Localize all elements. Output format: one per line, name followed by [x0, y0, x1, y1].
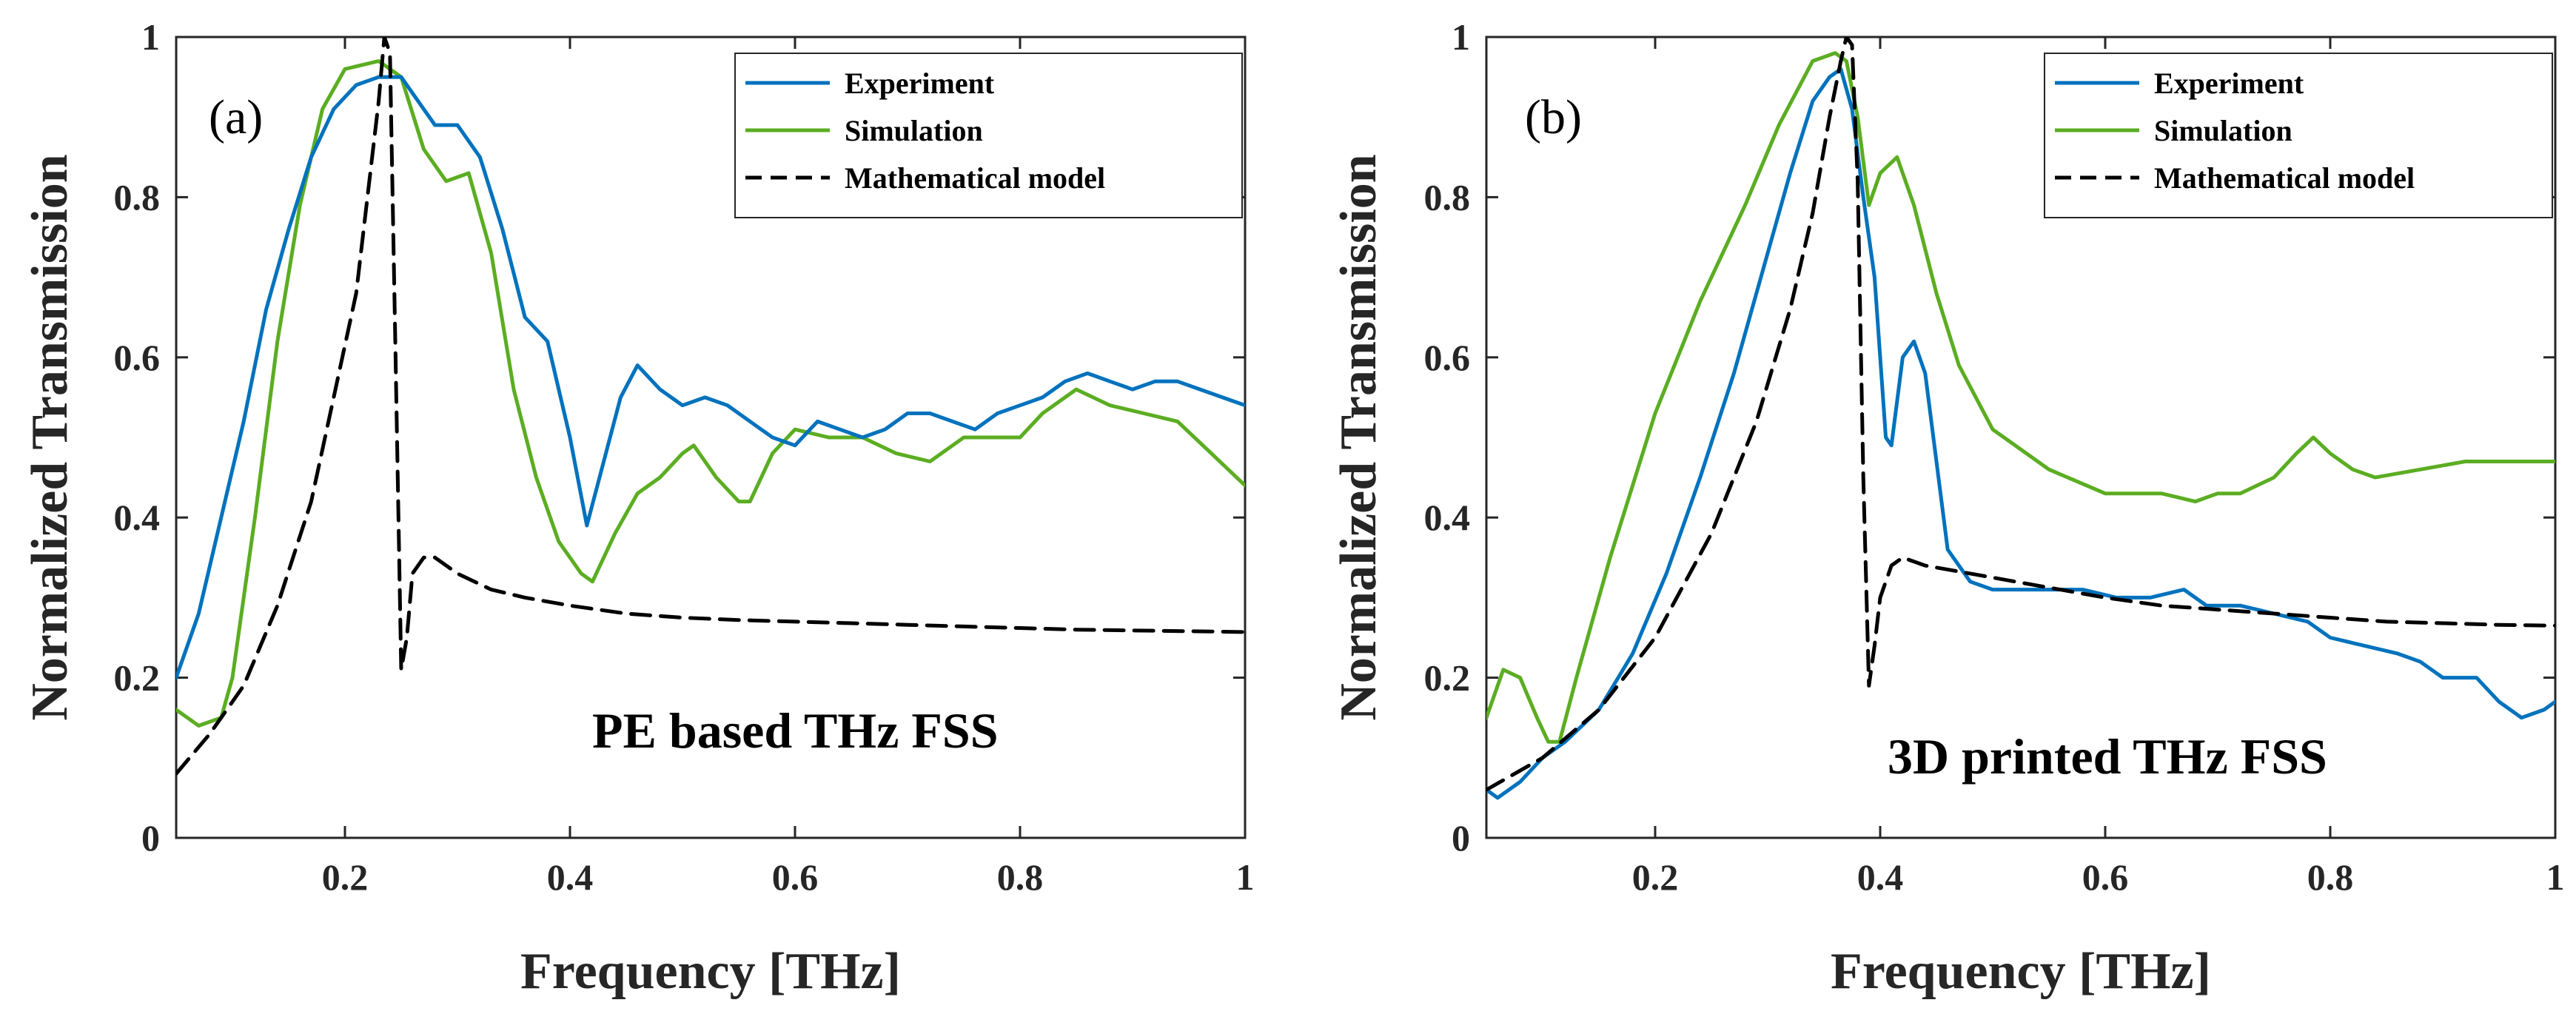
legend-label: Experiment	[845, 67, 995, 100]
legend: Experiment Simulation Mathematical model	[734, 53, 1243, 218]
x-tick-label: 0.6	[2082, 856, 2129, 898]
y-tick-label: 0	[141, 817, 160, 859]
legend-label: Mathematical model	[2154, 161, 2415, 195]
y-tick-label: 0	[1452, 817, 1470, 859]
legend: Experiment Simulation Mathematical model	[2044, 53, 2553, 218]
x-tick-label: 0.4	[1857, 856, 1904, 898]
y-tick-label: 1	[141, 16, 160, 58]
series-line-simulation	[1486, 51, 2555, 744]
x-tick-label: 0.8	[997, 856, 1044, 898]
x-axis-label: Frequency [THz]	[1831, 943, 2211, 1000]
chart-annotation: PE based THz FSS	[592, 702, 999, 759]
x-tick-label: 0.8	[2307, 856, 2354, 898]
y-tick-label: 0.8	[1424, 176, 1471, 218]
y-tick-label: 0.8	[114, 176, 161, 218]
y-tick-label: 0.6	[114, 337, 161, 378]
y-tick-label: 0.6	[1424, 337, 1471, 378]
y-tick-label: 0.4	[114, 497, 161, 538]
chart-annotation: 3D printed THz FSS	[1888, 728, 2327, 785]
legend-label: Simulation	[845, 114, 983, 147]
x-tick-label: 0.4	[547, 856, 594, 898]
y-tick-label: 0.2	[1424, 657, 1471, 699]
series-line-experiment	[1486, 67, 2555, 800]
y-axis-label: Normalized Transmission	[1330, 154, 1387, 721]
chart-panel-a: 0.2 0.4 0.6 0.8 1 0 0.2 0.4 0.6 0.8 1 Frequency [TH…	[21, 16, 1255, 1000]
x-axis-label: Frequency [THz]	[520, 943, 901, 1000]
x-tick-label: 0.2	[1632, 856, 1679, 898]
y-tick-label: 1	[1452, 16, 1470, 58]
series-line-mathematical-model	[176, 37, 1245, 776]
chart-panel-b: 0.2 0.4 0.6 0.8 1 0 0.2 0.4 0.6 0.8 1 Frequency [TH…	[1330, 16, 2565, 1000]
series-line-mathematical-model	[1486, 37, 2555, 792]
y-tick-label: 0.4	[1424, 497, 1471, 538]
legend-label: Simulation	[2154, 114, 2292, 147]
panel-label: (a)	[209, 90, 263, 144]
panel-label: (b)	[1525, 90, 1582, 144]
y-axis-label: Normalized Transmission	[21, 154, 78, 721]
x-tick-label: 0.2	[322, 856, 369, 898]
series-line-experiment	[176, 75, 1245, 680]
legend-box	[2044, 53, 2553, 218]
series-line-simulation	[176, 59, 1245, 728]
y-tick-label: 0.2	[114, 657, 161, 699]
legend-label: Mathematical model	[845, 161, 1105, 195]
x-tick-label: 0.6	[772, 856, 819, 898]
x-tick-label: 1	[1236, 856, 1255, 898]
legend-box	[734, 53, 1243, 218]
x-tick-label: 1	[2546, 856, 2565, 898]
legend-label: Experiment	[2154, 67, 2304, 100]
